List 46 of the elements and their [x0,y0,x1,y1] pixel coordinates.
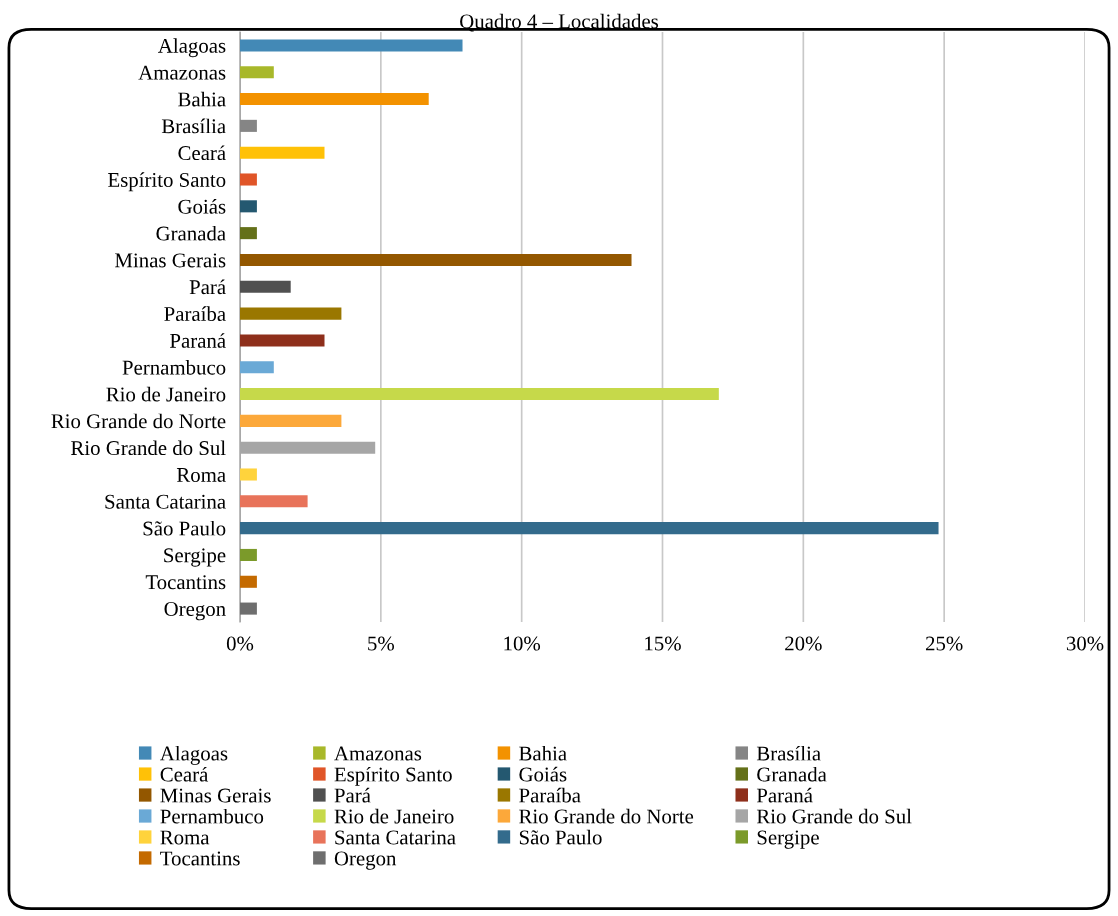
y-tick-label: Alagoas [158,38,226,58]
y-tick-label: São Paulo [143,520,226,536]
y-tick-label: Amazonas [138,65,226,80]
y-tick-label: Bahia [178,91,226,107]
legend-label: Santa Catarina [335,830,456,845]
y-tick-label: Pará [189,279,226,295]
legend-label: Granada [757,766,827,782]
legend-label: São Paulo [519,829,602,845]
chart-title: Quadro 4 – Localidades [460,13,659,32]
y-tick-label: Paraná [170,333,226,348]
y-tick-label: Roma [176,468,226,482]
x-tick-label: 5% [368,636,395,651]
x-tick-label: 15% [645,636,681,651]
legend-label: Rio Grande do Sul [756,808,912,824]
x-tick-label: 0% [226,636,254,651]
y-tick-label: Tocantins [145,575,226,590]
y-tick-label: Paraíba [164,306,226,322]
legend-label: Paraíba [519,787,581,803]
y-tick-label: Pernambuco [122,360,226,375]
legend-label: Paraná [756,787,813,803]
legend-label: Amazonas [334,746,422,761]
legend-label: Espírito Santo [334,766,452,786]
x-tick-label: 20% [785,636,822,651]
legend-label: Goiás [519,766,567,782]
legend-label: Rio de Janeiro [334,808,454,824]
y-tick-label: Brasília [161,118,226,134]
legend-label: Pará [334,787,371,803]
y-tick-label: Ceará [178,145,226,161]
legend-label: Bahia [519,745,567,761]
legend-label: Brasília [756,745,821,761]
y-tick-label: Rio de Janeiro [106,386,226,402]
y-tick-label: Espírito Santo [108,172,226,192]
y-tick-label: Rio Grande do Sul [71,440,226,456]
y-tick-label: Granada [156,225,226,241]
y-tick-label: Oregon [164,601,226,621]
x-tick-label: 10% [504,636,541,651]
y-tick-label: Goiás [178,199,226,214]
y-tick-label: Sergipe [164,548,226,567]
legend-label: Oregon [334,851,397,870]
x-tick-label: 30% [1066,636,1104,651]
x-tick-label: 25% [925,636,963,651]
y-tick-label: Rio Grande do Norte [51,413,226,429]
y-tick-label: Santa Catarina [105,494,226,509]
legend-label: Sergipe [757,830,819,849]
y-tick-label: Minas Gerais [115,253,226,268]
legend-label: Rio Grande do Norte [519,808,694,824]
